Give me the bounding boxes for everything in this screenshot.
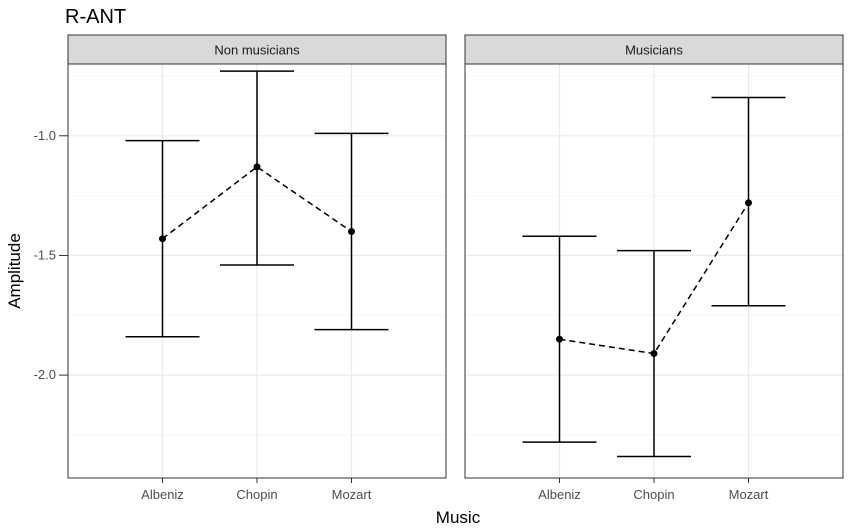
x-tick-label: Albeniz	[538, 487, 581, 502]
panel-2: Musicians Albeniz Chopin Mozart	[464, 34, 844, 502]
x-tick-label: Chopin	[633, 487, 674, 502]
x-axis-title: Music	[436, 508, 481, 527]
facet-strip	[464, 34, 844, 65]
y-tick-label: -1.5	[34, 247, 56, 262]
y-tick-label: -2.0	[34, 367, 56, 382]
data-point	[650, 350, 658, 358]
chart-title: R-ANT	[65, 6, 126, 28]
facet-strip-label: Non musicians	[214, 43, 300, 58]
mean-line	[162, 165, 352, 240]
data-point	[348, 228, 355, 236]
x-tick-label: Chopin	[236, 487, 277, 502]
y-axis-title: Amplitude	[5, 233, 24, 309]
data-point	[159, 235, 166, 243]
panel-1: Non musicians Albeniz Chopin Mozart	[67, 34, 447, 502]
facet-strip	[67, 34, 447, 65]
y-tick-label: -1.0	[34, 128, 56, 143]
x-tick-label: Mozart	[729, 487, 769, 502]
facet-strip-label: Musicians	[625, 43, 683, 58]
x-tick-label: Albeniz	[141, 487, 184, 502]
facet-panels: -1.0 -1.5 -2.0 Non musicians Albeniz Chopin Mo…	[34, 34, 844, 502]
data-point	[745, 199, 752, 207]
data-point	[556, 335, 563, 343]
x-tick-label: Mozart	[332, 487, 372, 502]
data-point	[253, 163, 261, 171]
